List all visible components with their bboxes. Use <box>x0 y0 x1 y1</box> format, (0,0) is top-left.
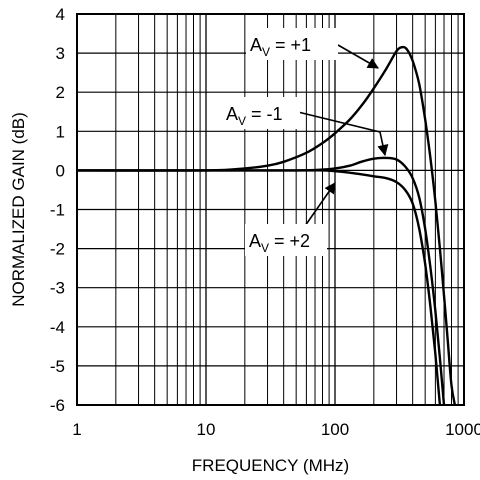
annotation-arrow <box>304 182 336 227</box>
plot-frame <box>76 13 465 406</box>
annotation-label-av-plus1: AV = +1 <box>250 35 311 59</box>
y-axis-label: NORMALIZED GAIN (dB) <box>9 112 28 307</box>
y-tick-label: -3 <box>50 279 65 298</box>
annotation-label-av-plus2: AV = +2 <box>249 231 310 255</box>
y-tick-label: 2 <box>56 83 65 102</box>
y-tick-label: 1 <box>56 122 65 141</box>
y-tick-label: -4 <box>50 318 65 337</box>
y-tick-label: -1 <box>50 201 65 220</box>
annotations: AV = +1 AV = -1 AV = +2 <box>222 28 389 256</box>
x-tick-label: 10 <box>197 420 216 439</box>
annotation-arrow <box>377 131 389 157</box>
annotation-label-bg <box>245 224 327 256</box>
y-tick-label: -5 <box>50 357 65 376</box>
x-axis-label: FREQUENCY (MHz) <box>192 456 349 475</box>
y-tick-label: 0 <box>56 161 65 180</box>
series-line-av-plus1 <box>76 45 457 406</box>
y-tick-label: 3 <box>56 44 65 63</box>
x-tick-label: 1000 <box>445 420 480 439</box>
y-tick-label: 4 <box>56 5 65 24</box>
series-line-av-plus2 <box>77 169 442 406</box>
annotation-arrow <box>297 111 381 133</box>
series-curves <box>76 45 457 406</box>
annotation-label-bg <box>246 28 338 60</box>
annotation-label-bg <box>222 97 300 129</box>
annotation-arrow <box>337 44 379 69</box>
x-tick-label: 1 <box>72 420 81 439</box>
series-line-av-minus1 <box>77 156 446 406</box>
x-tick-label: 100 <box>321 420 349 439</box>
y-tick-label: -6 <box>50 396 65 415</box>
annotation-label-av-minus1: AV = -1 <box>226 104 283 128</box>
grid <box>76 13 464 406</box>
y-tick-label: -2 <box>50 240 65 259</box>
